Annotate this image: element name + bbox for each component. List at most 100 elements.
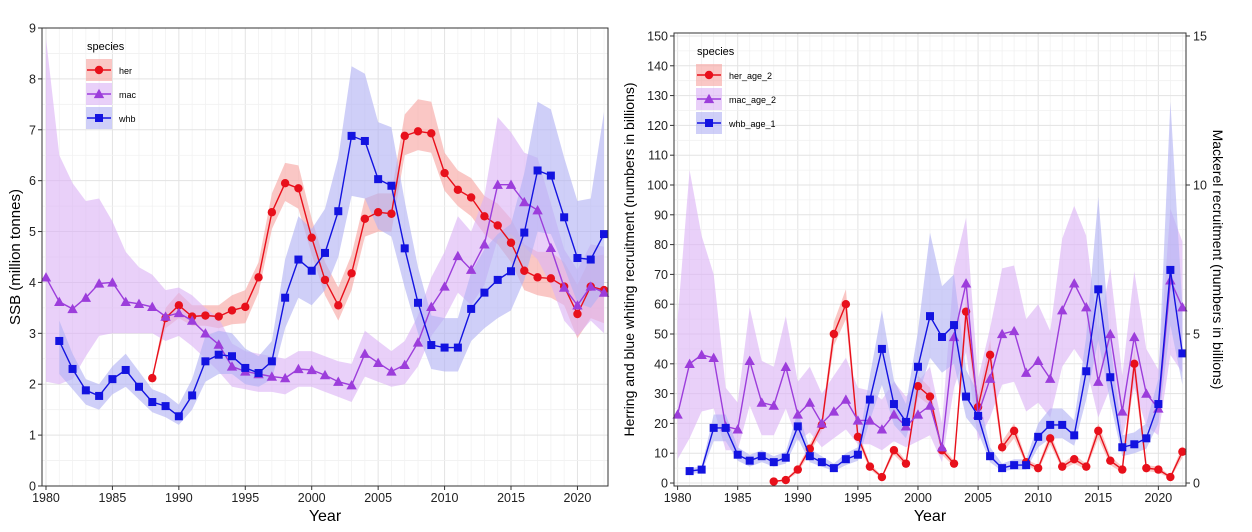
data-point-her_age_2 [1106,456,1115,465]
y-tick-label: 5 [29,225,36,239]
x-tick-label: 2020 [1144,491,1172,505]
data-point-her_age_2 [1166,472,1175,482]
data-point-whb_age_1 [1154,400,1163,409]
data-point-whb [254,369,263,378]
data-point-whb [68,364,77,373]
data-point-mac [585,281,596,291]
data-point-whb [134,382,143,391]
data-point-mac [173,307,185,318]
data-point-mac_age_2 [1057,304,1068,315]
x-tick-label: 2000 [904,491,932,505]
data-point-her [493,221,502,230]
data-point-whb_age_1 [817,458,826,467]
x-axis-title: Year [914,508,947,525]
data-point-whb [520,228,529,237]
data-point-her [347,269,356,278]
data-point-whb [453,343,462,352]
data-point-whb [95,391,104,400]
data-point-whb_age_1 [877,344,886,353]
data-point-whb [81,386,90,395]
data-point-mac_age_2 [1141,388,1152,398]
data-point-her [440,168,449,178]
legend-key-marker-her_age_2 [704,70,714,80]
data-point-whb [493,275,502,284]
data-point-whb [55,336,64,345]
data-point-her_age_2 [1082,462,1091,471]
data-point-her_age_2 [1178,447,1187,456]
data-point-whb_age_1 [1070,431,1079,440]
data-point-whb_age_1 [1142,434,1151,443]
data-point-mac [412,337,424,347]
markers-whb [55,131,609,421]
ssb-chart: 1980 1985 1990 1995 2000 2005 2010 2015 2020 0 1 2 3… [7,22,610,525]
data-point-mac_age_2 [804,397,816,407]
data-point-her_age_2 [1154,465,1163,474]
data-point-whb_age_1 [1058,420,1067,429]
y-tick-label: 140 [647,59,668,73]
y-tick-label: 4 [29,276,36,290]
data-point-whb [174,412,183,421]
data-point-whb [400,244,409,253]
data-point-her_age_2 [769,477,778,486]
data-point-her [387,209,396,218]
x-tick-label: 1985 [99,491,127,505]
y-tick-label: 20 [654,417,668,431]
data-point-mac_age_2 [1008,325,1020,336]
data-point-her_age_2 [865,462,875,471]
data-point-whb [387,181,396,190]
data-point-whb_age_1 [1178,349,1187,358]
y-tick-label: 9 [29,22,36,36]
markers-mac [40,179,610,390]
data-point-whb [374,175,383,184]
data-point-whb [507,267,516,276]
data-point-whb_age_1 [889,400,898,409]
legend-key-marker-mac [93,88,105,99]
data-point-whb_age_1 [829,464,838,473]
data-point-her_age_2 [901,459,911,468]
legend: species her_age_2 mac_age_2 whb_age_1 [696,46,776,134]
y-tick-label: 7 [29,123,36,137]
data-point-her_age_2 [1142,463,1151,473]
data-point-whb [573,254,582,263]
data-point-mac [465,264,477,274]
data-point-mac [399,359,410,370]
data-point-mac [120,296,131,306]
data-point-whb [267,357,276,366]
data-point-mac [492,179,503,189]
markers-whb_age_1 [685,265,1187,476]
data-point-her [148,373,157,383]
data-point-her_age_2 [1094,426,1103,436]
data-point-her [254,273,263,282]
data-point-whb_age_1 [986,452,995,461]
data-point-her [546,274,556,283]
data-point-whb_age_1 [841,455,850,464]
data-point-mac [333,376,344,386]
data-point-whb_age_1 [685,467,694,476]
y-tick-label: 0 [661,477,668,491]
data-point-her [227,306,237,315]
data-point-whb_age_1 [805,452,814,461]
data-point-her_age_2 [889,446,899,455]
data-point-whb_age_1 [697,465,706,474]
data-point-whb_age_1 [1010,461,1019,470]
data-point-her_age_2 [913,381,923,391]
data-point-mac [452,250,464,261]
data-point-mac_age_2 [912,409,924,419]
data-point-her [294,184,303,193]
data-point-mac_age_2 [696,349,707,360]
legend: species her mac whb [86,41,137,129]
legend-key-marker-her [94,65,104,75]
y-right-tick-label: 15 [1193,29,1207,43]
data-point-whb_age_1 [1082,367,1091,376]
data-point-her [320,275,330,285]
x-tick-label: 2005 [964,491,992,505]
data-point-mac_age_2 [996,328,1008,339]
data-point-mac_age_2 [1093,376,1104,386]
data-point-whb [227,352,236,361]
legend-label-whb_age_1: whb_age_1 [728,119,776,129]
confidence-band-mac_age_2 [677,170,1183,463]
y-axis-title: Herring and blue whiting recruitment (nu… [621,82,637,436]
y-tick-label: 3 [29,327,36,341]
data-point-whb [214,350,223,359]
